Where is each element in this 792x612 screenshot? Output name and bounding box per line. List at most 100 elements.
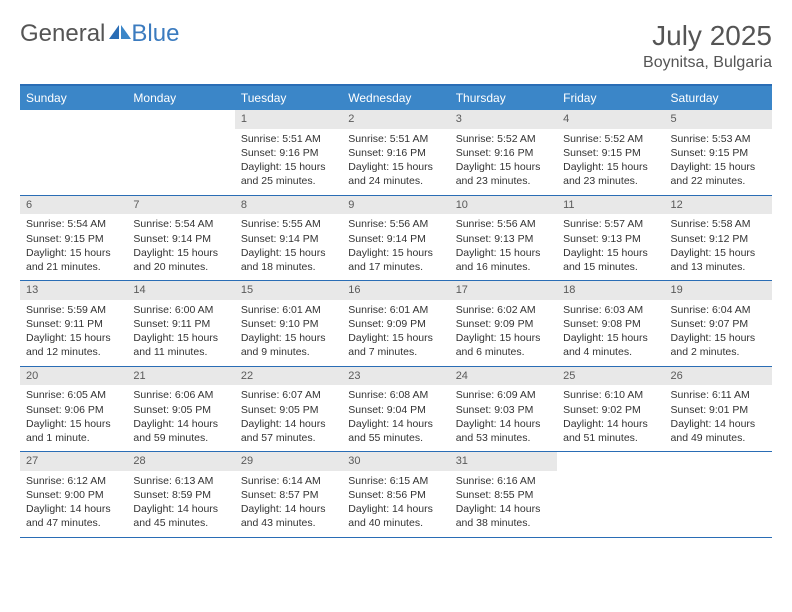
day-number: 10 xyxy=(450,196,557,215)
daylight-line: Daylight: 15 hours and 23 minutes. xyxy=(456,160,551,188)
sunset-line: Sunset: 9:13 PM xyxy=(456,232,551,246)
sunrise-line: Sunrise: 5:55 AM xyxy=(241,217,336,231)
daylight-line: Daylight: 15 hours and 9 minutes. xyxy=(241,331,336,359)
day-cell: 17Sunrise: 6:02 AMSunset: 9:09 PMDayligh… xyxy=(450,281,557,366)
day-body: Sunrise: 6:12 AMSunset: 9:00 PMDaylight:… xyxy=(20,471,127,537)
day-cell: 20Sunrise: 6:05 AMSunset: 9:06 PMDayligh… xyxy=(20,367,127,452)
day-body: Sunrise: 6:09 AMSunset: 9:03 PMDaylight:… xyxy=(450,385,557,451)
day-number: 7 xyxy=(127,196,234,215)
dow-header: Sunday xyxy=(20,86,127,110)
sunset-line: Sunset: 8:55 PM xyxy=(456,488,551,502)
day-cell: 22Sunrise: 6:07 AMSunset: 9:05 PMDayligh… xyxy=(235,367,342,452)
day-body: Sunrise: 6:00 AMSunset: 9:11 PMDaylight:… xyxy=(127,300,234,366)
week-row: 27Sunrise: 6:12 AMSunset: 9:00 PMDayligh… xyxy=(20,452,772,538)
sunset-line: Sunset: 9:15 PM xyxy=(26,232,121,246)
day-cell xyxy=(665,452,772,537)
sunrise-line: Sunrise: 5:57 AM xyxy=(563,217,658,231)
day-number: 18 xyxy=(557,281,664,300)
day-cell: 23Sunrise: 6:08 AMSunset: 9:04 PMDayligh… xyxy=(342,367,449,452)
daylight-line: Daylight: 15 hours and 15 minutes. xyxy=(563,246,658,274)
day-body: Sunrise: 5:54 AMSunset: 9:15 PMDaylight:… xyxy=(20,214,127,280)
day-body: Sunrise: 5:56 AMSunset: 9:14 PMDaylight:… xyxy=(342,214,449,280)
day-cell: 24Sunrise: 6:09 AMSunset: 9:03 PMDayligh… xyxy=(450,367,557,452)
daylight-line: Daylight: 15 hours and 12 minutes. xyxy=(26,331,121,359)
day-number: 29 xyxy=(235,452,342,471)
day-cell: 3Sunrise: 5:52 AMSunset: 9:16 PMDaylight… xyxy=(450,110,557,195)
day-cell: 2Sunrise: 5:51 AMSunset: 9:16 PMDaylight… xyxy=(342,110,449,195)
sunset-line: Sunset: 9:11 PM xyxy=(26,317,121,331)
day-body: Sunrise: 6:14 AMSunset: 8:57 PMDaylight:… xyxy=(235,471,342,537)
dow-header: Thursday xyxy=(450,86,557,110)
logo-text-2: Blue xyxy=(131,20,179,48)
week-row: 1Sunrise: 5:51 AMSunset: 9:16 PMDaylight… xyxy=(20,110,772,196)
day-cell: 10Sunrise: 5:56 AMSunset: 9:13 PMDayligh… xyxy=(450,196,557,281)
sunset-line: Sunset: 9:05 PM xyxy=(241,403,336,417)
day-cell: 21Sunrise: 6:06 AMSunset: 9:05 PMDayligh… xyxy=(127,367,234,452)
sunset-line: Sunset: 9:16 PM xyxy=(348,146,443,160)
day-body: Sunrise: 5:51 AMSunset: 9:16 PMDaylight:… xyxy=(342,129,449,195)
day-body: Sunrise: 6:05 AMSunset: 9:06 PMDaylight:… xyxy=(20,385,127,451)
sunset-line: Sunset: 8:57 PM xyxy=(241,488,336,502)
sunrise-line: Sunrise: 6:15 AM xyxy=(348,474,443,488)
day-cell: 28Sunrise: 6:13 AMSunset: 8:59 PMDayligh… xyxy=(127,452,234,537)
day-number: 20 xyxy=(20,367,127,386)
sunrise-line: Sunrise: 6:14 AM xyxy=(241,474,336,488)
daylight-line: Daylight: 14 hours and 40 minutes. xyxy=(348,502,443,530)
day-cell: 4Sunrise: 5:52 AMSunset: 9:15 PMDaylight… xyxy=(557,110,664,195)
sunrise-line: Sunrise: 5:53 AM xyxy=(671,132,766,146)
page-title: July 2025 xyxy=(643,20,772,52)
sunset-line: Sunset: 9:12 PM xyxy=(671,232,766,246)
daylight-line: Daylight: 14 hours and 59 minutes. xyxy=(133,417,228,445)
title-block: July 2025 Boynitsa, Bulgaria xyxy=(643,20,772,72)
day-body: Sunrise: 6:07 AMSunset: 9:05 PMDaylight:… xyxy=(235,385,342,451)
day-cell: 14Sunrise: 6:00 AMSunset: 9:11 PMDayligh… xyxy=(127,281,234,366)
day-cell: 13 Sunrise: 5:59 AMSunset: 9:11 PMDayligh… xyxy=(20,281,127,366)
day-cell: 7Sunrise: 5:54 AMSunset: 9:14 PMDaylight… xyxy=(127,196,234,281)
day-number: 17 xyxy=(450,281,557,300)
day-number xyxy=(20,110,127,129)
sunset-line: Sunset: 8:59 PM xyxy=(133,488,228,502)
logo-sail-icon xyxy=(109,20,131,48)
day-number: 11 xyxy=(557,196,664,215)
sunset-line: Sunset: 9:14 PM xyxy=(241,232,336,246)
sunrise-line: Sunrise: 5:54 AM xyxy=(26,217,121,231)
sunset-line: Sunset: 9:01 PM xyxy=(671,403,766,417)
daylight-line: Daylight: 14 hours and 53 minutes. xyxy=(456,417,551,445)
day-body: Sunrise: 6:04 AMSunset: 9:07 PMDaylight:… xyxy=(665,300,772,366)
sunset-line: Sunset: 9:11 PM xyxy=(133,317,228,331)
day-number: 8 xyxy=(235,196,342,215)
dow-header: Friday xyxy=(557,86,664,110)
day-cell: 25Sunrise: 6:10 AMSunset: 9:02 PMDayligh… xyxy=(557,367,664,452)
daylight-line: Daylight: 15 hours and 4 minutes. xyxy=(563,331,658,359)
sunrise-line: Sunrise: 6:11 AM xyxy=(671,388,766,402)
dow-header: Tuesday xyxy=(235,86,342,110)
sunset-line: Sunset: 9:15 PM xyxy=(671,146,766,160)
sunrise-line: Sunrise: 6:06 AM xyxy=(133,388,228,402)
sunset-line: Sunset: 9:06 PM xyxy=(26,403,121,417)
dow-header-row: SundayMondayTuesdayWednesdayThursdayFrid… xyxy=(20,86,772,110)
day-cell: 30Sunrise: 6:15 AMSunset: 8:56 PMDayligh… xyxy=(342,452,449,537)
sunrise-line: Sunrise: 5:54 AM xyxy=(133,217,228,231)
sunrise-line: Sunrise: 6:07 AM xyxy=(241,388,336,402)
daylight-line: Daylight: 14 hours and 45 minutes. xyxy=(133,502,228,530)
day-number: 4 xyxy=(557,110,664,129)
day-number: 13 xyxy=(20,281,127,300)
day-body: Sunrise: 6:01 AMSunset: 9:10 PMDaylight:… xyxy=(235,300,342,366)
day-number: 5 xyxy=(665,110,772,129)
daylight-line: Daylight: 15 hours and 17 minutes. xyxy=(348,246,443,274)
daylight-line: Daylight: 15 hours and 22 minutes. xyxy=(671,160,766,188)
dow-header: Monday xyxy=(127,86,234,110)
day-cell: 12Sunrise: 5:58 AMSunset: 9:12 PMDayligh… xyxy=(665,196,772,281)
day-cell: 26Sunrise: 6:11 AMSunset: 9:01 PMDayligh… xyxy=(665,367,772,452)
daylight-line: Daylight: 15 hours and 6 minutes. xyxy=(456,331,551,359)
day-number: 28 xyxy=(127,452,234,471)
day-number: 25 xyxy=(557,367,664,386)
week-row: 6Sunrise: 5:54 AMSunset: 9:15 PMDaylight… xyxy=(20,196,772,282)
day-number xyxy=(557,452,664,471)
daylight-line: Daylight: 15 hours and 2 minutes. xyxy=(671,331,766,359)
sunrise-line: Sunrise: 5:59 AM xyxy=(26,303,121,317)
sunrise-line: Sunrise: 6:01 AM xyxy=(348,303,443,317)
day-body: Sunrise: 6:03 AMSunset: 9:08 PMDaylight:… xyxy=(557,300,664,366)
daylight-line: Daylight: 15 hours and 16 minutes. xyxy=(456,246,551,274)
sunrise-line: Sunrise: 5:51 AM xyxy=(348,132,443,146)
